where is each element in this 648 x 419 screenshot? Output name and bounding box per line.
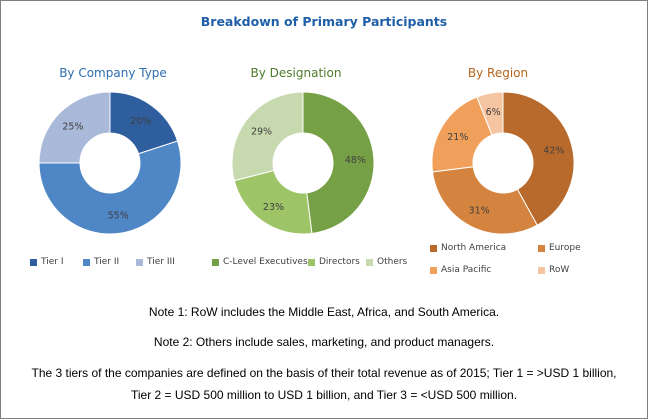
slice-data-label: 20% (130, 116, 151, 127)
company-type-title: By Company Type (59, 66, 167, 80)
chart-main-title: Breakdown of Primary Participants (200, 14, 448, 29)
legend-others: Others (366, 257, 407, 267)
slice-data-label: 31% (469, 205, 490, 216)
donut-slice-3 (38, 91, 111, 164)
legend-swatch (212, 258, 219, 266)
legend-north-america: North America (430, 243, 506, 253)
donut-slice-2 (432, 166, 538, 235)
note-3-line-1: The 3 tiers of the companies are defined… (31, 366, 617, 380)
legend-swatch (366, 258, 373, 266)
legend-asia-pacific: Asia Pacific (430, 265, 491, 275)
legend-swatch (308, 258, 315, 266)
note-1: Note 1: RoW includes the Middle East, Af… (148, 305, 500, 319)
designation-donut: 48% 23% 29% (231, 91, 375, 235)
donut-slice-1 (502, 91, 575, 226)
slice-data-label: 42% (543, 145, 564, 156)
legend-row: RoW (538, 265, 569, 275)
region-title: By Region (467, 66, 529, 80)
legend-swatch (538, 266, 545, 274)
legend-tier-2: Tier II (83, 257, 119, 267)
slice-data-label: 55% (108, 210, 129, 221)
note-2: Note 2: Others include sales, marketing,… (153, 335, 495, 349)
note-3-line-2: Tier 2 = USD 500 million to USD 1 billio… (130, 388, 518, 402)
legend-directors: Directors (308, 257, 360, 267)
slice-data-label: 48% (345, 155, 366, 166)
company-type-donut: 20% 55% 25% (38, 91, 182, 235)
legend-swatch (83, 258, 90, 266)
designation-title: By Designation (250, 66, 342, 80)
slice-data-label: 29% (251, 126, 272, 137)
legend-swatch (430, 244, 437, 252)
donut-slice-3 (431, 96, 493, 173)
legend-c-level: C-Level Executives (212, 257, 308, 267)
donut-slice-1 (302, 91, 375, 234)
slice-data-label: 23% (263, 202, 284, 213)
donut-slice-2 (38, 140, 182, 235)
region-donut: 42% 31% 21% 6% (431, 91, 575, 235)
legend-swatch (430, 266, 437, 274)
donut-slice-4 (476, 91, 504, 136)
legend-swatch (136, 258, 143, 266)
slice-data-label: 6% (486, 107, 501, 118)
donut-slice-2 (233, 169, 313, 235)
legend-europe: Europe (538, 243, 581, 253)
legend-swatch (538, 244, 545, 252)
legend-tier-3: Tier III (136, 257, 175, 267)
slice-data-label: 25% (62, 121, 83, 132)
donut-slice-3 (231, 91, 304, 182)
slice-data-label: 21% (447, 132, 468, 143)
legend-swatch (30, 258, 37, 266)
legend-tier-1: Tier I (30, 257, 63, 267)
